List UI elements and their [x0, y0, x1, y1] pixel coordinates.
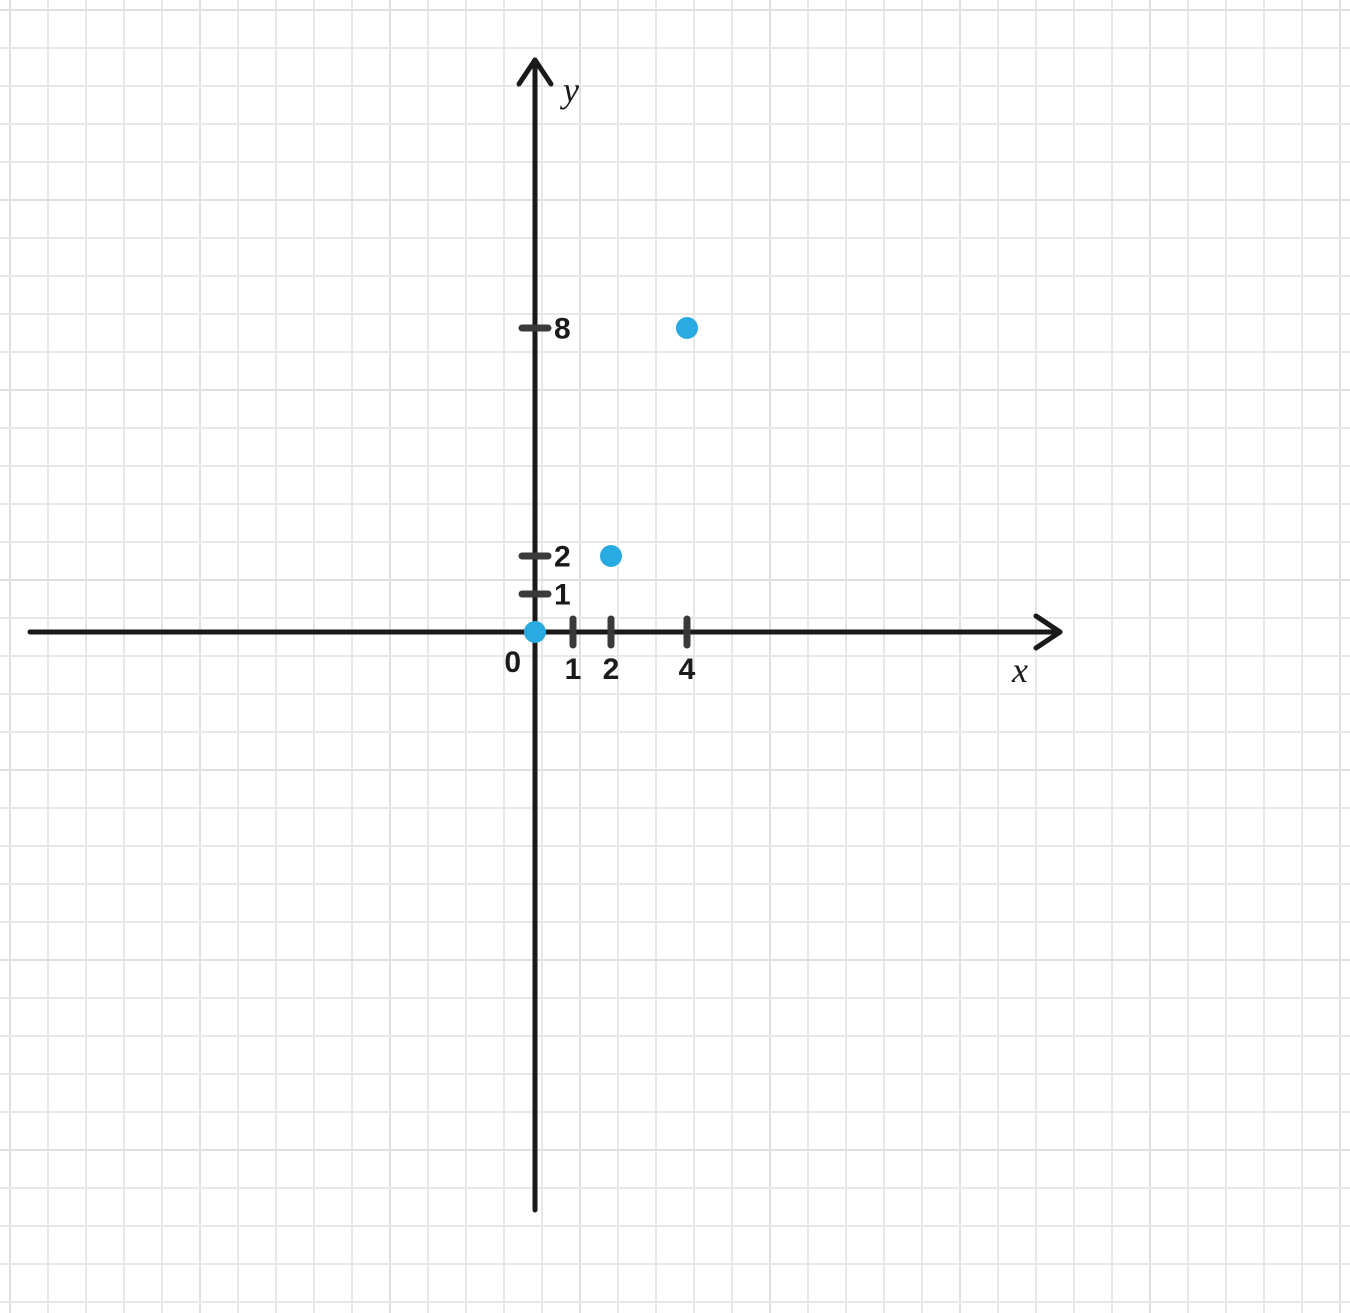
x-tick-label: 2 — [603, 653, 620, 686]
x-tick-label: 4 — [679, 653, 696, 686]
y-axis-label: y — [560, 70, 579, 110]
x-tick-label: 1 — [565, 653, 582, 686]
origin-label: 0 — [504, 646, 521, 679]
data-point — [676, 317, 698, 339]
x-axis-label: x — [1011, 650, 1028, 690]
data-point — [600, 545, 622, 567]
y-tick-label: 2 — [554, 541, 571, 574]
y-tick-label: 1 — [554, 579, 571, 612]
chart-svg: xy1241280 — [0, 0, 1350, 1313]
y-tick-label: 8 — [554, 313, 571, 346]
scatter-chart: xy1241280 — [0, 0, 1350, 1313]
data-point — [524, 621, 546, 643]
